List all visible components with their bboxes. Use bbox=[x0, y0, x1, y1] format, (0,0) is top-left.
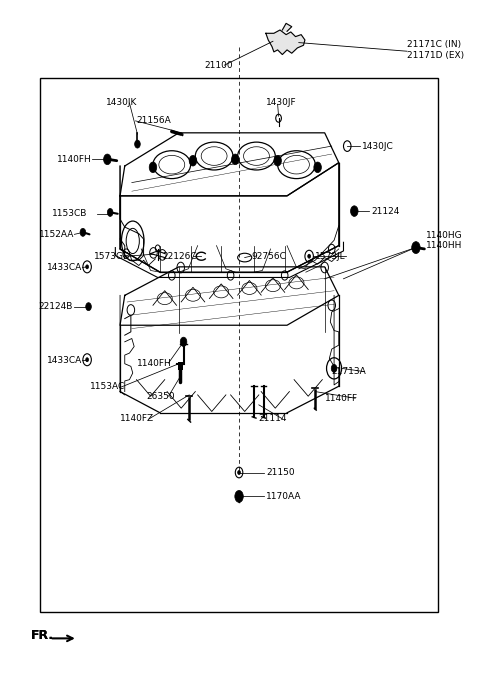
Circle shape bbox=[314, 162, 322, 173]
Circle shape bbox=[412, 242, 420, 254]
Text: 1153AC: 1153AC bbox=[89, 383, 125, 391]
Circle shape bbox=[149, 162, 157, 173]
Text: 1152AA: 1152AA bbox=[39, 230, 74, 239]
Circle shape bbox=[235, 490, 243, 502]
Text: 1433CA: 1433CA bbox=[47, 356, 83, 365]
Text: 1140FH: 1140FH bbox=[136, 359, 171, 368]
Circle shape bbox=[231, 154, 239, 165]
Bar bbox=[40, 78, 438, 612]
Circle shape bbox=[108, 209, 113, 217]
Circle shape bbox=[134, 140, 140, 148]
Circle shape bbox=[331, 364, 337, 372]
Text: 92756C: 92756C bbox=[252, 252, 287, 261]
Circle shape bbox=[80, 228, 86, 236]
Circle shape bbox=[180, 337, 187, 347]
Polygon shape bbox=[282, 23, 292, 31]
Text: 1140FH: 1140FH bbox=[57, 155, 91, 164]
Text: 26350: 26350 bbox=[146, 392, 175, 401]
Circle shape bbox=[86, 303, 91, 311]
Text: 1140FZ: 1140FZ bbox=[120, 414, 154, 423]
Text: 1430JC: 1430JC bbox=[362, 141, 394, 150]
Text: 1140FF: 1140FF bbox=[324, 394, 358, 403]
Text: 1573JL: 1573JL bbox=[315, 252, 346, 261]
Text: 21156A: 21156A bbox=[136, 116, 171, 125]
Circle shape bbox=[86, 357, 88, 362]
Text: 22126C: 22126C bbox=[162, 252, 197, 261]
Circle shape bbox=[189, 156, 197, 166]
Text: 1170AA: 1170AA bbox=[266, 492, 301, 501]
Text: 1433CA: 1433CA bbox=[47, 263, 83, 272]
Text: 21171C (IN)
21171D (EX): 21171C (IN) 21171D (EX) bbox=[407, 40, 464, 60]
Text: 1430JK: 1430JK bbox=[106, 98, 137, 108]
Text: FR.: FR. bbox=[31, 629, 54, 642]
Text: 21150: 21150 bbox=[266, 468, 295, 477]
Text: 1430JF: 1430JF bbox=[266, 98, 297, 108]
Circle shape bbox=[104, 154, 111, 165]
Bar bbox=[178, 362, 182, 370]
Circle shape bbox=[308, 255, 311, 258]
Text: 21114: 21114 bbox=[259, 414, 288, 423]
Text: 21713A: 21713A bbox=[332, 367, 366, 376]
Text: 21124: 21124 bbox=[372, 206, 400, 215]
Circle shape bbox=[238, 471, 240, 475]
Circle shape bbox=[274, 156, 281, 166]
Text: 1573GE: 1573GE bbox=[94, 252, 130, 261]
Text: 21100: 21100 bbox=[204, 61, 233, 70]
Polygon shape bbox=[266, 30, 305, 55]
Text: FR.: FR. bbox=[31, 629, 54, 642]
Text: 22124B: 22124B bbox=[39, 302, 73, 311]
Circle shape bbox=[86, 265, 88, 269]
Circle shape bbox=[350, 206, 358, 217]
Text: 1140HG
1140HH: 1140HG 1140HH bbox=[426, 231, 462, 250]
Text: 1153CB: 1153CB bbox=[52, 209, 87, 218]
